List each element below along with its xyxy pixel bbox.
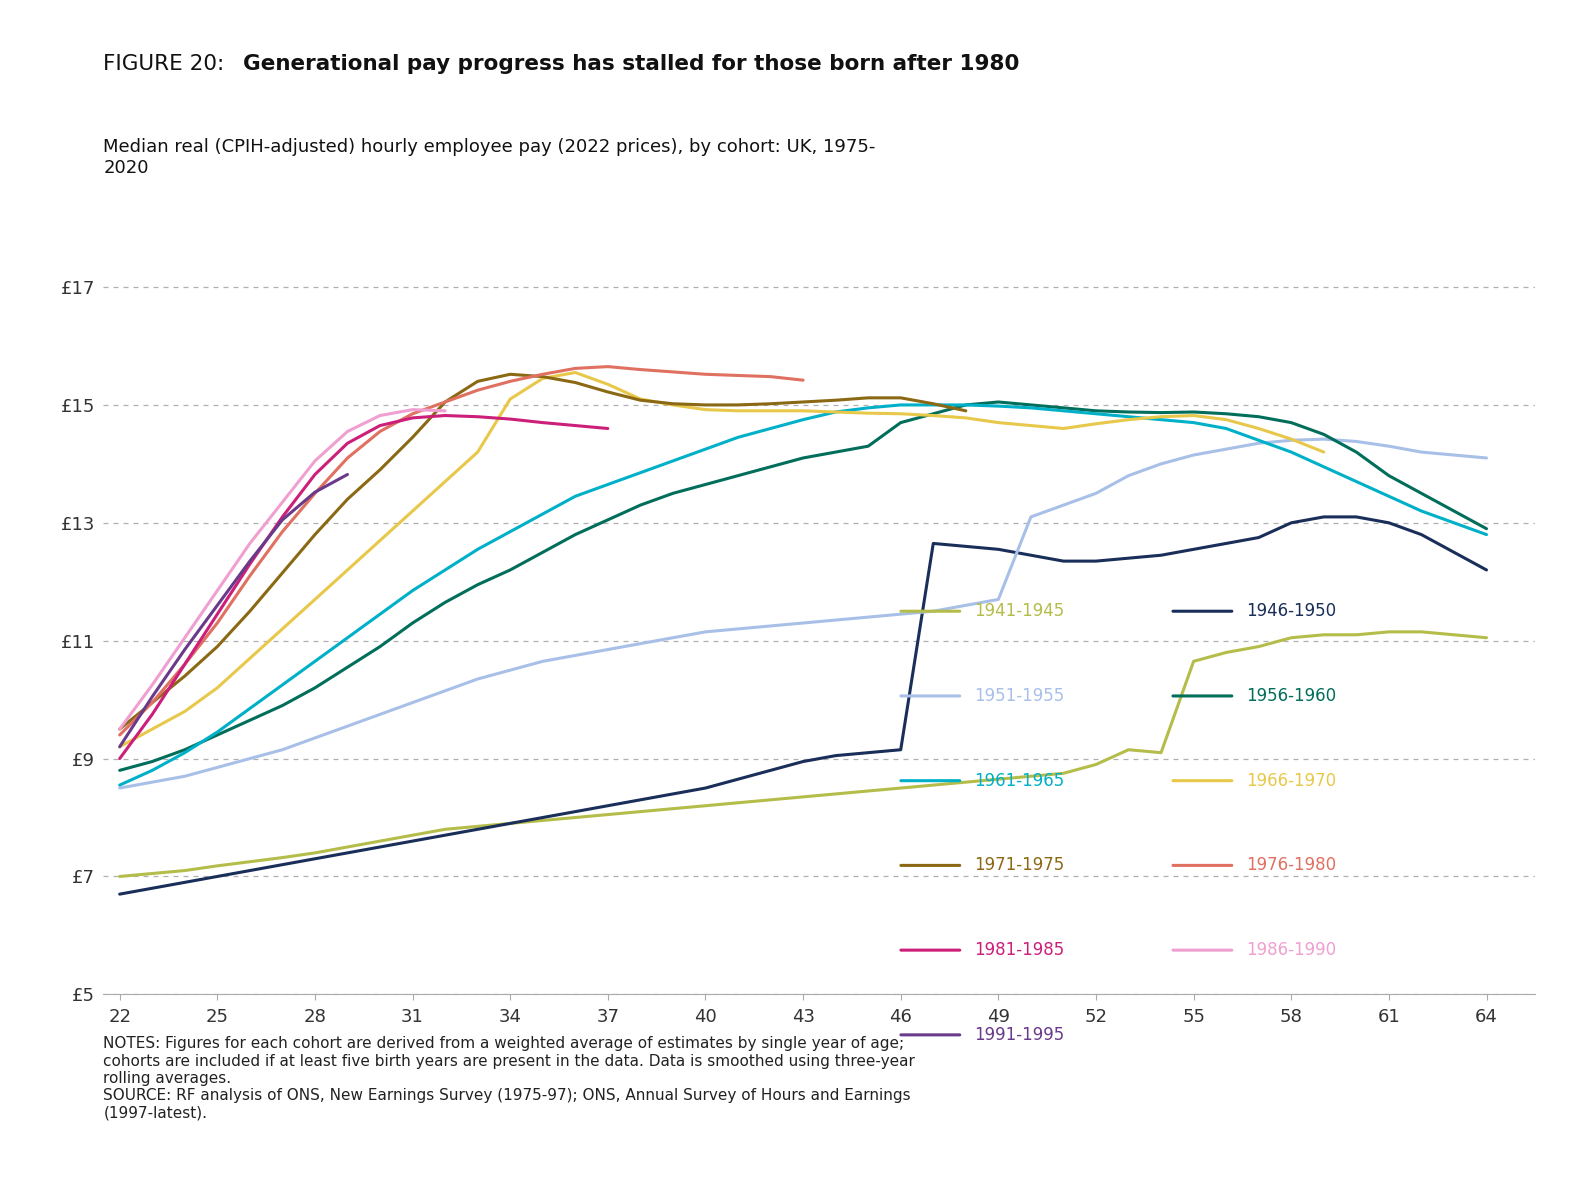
Text: 1976-1980: 1976-1980 [1246, 857, 1336, 875]
Text: 1951-1955: 1951-1955 [974, 686, 1064, 704]
Text: Median real (CPIH-adjusted) hourly employee pay (2022 prices), by cohort: UK, 19: Median real (CPIH-adjusted) hourly emplo… [103, 138, 875, 176]
Text: 1941-1945: 1941-1945 [974, 603, 1064, 621]
Text: Generational pay progress has stalled for those born after 1980: Generational pay progress has stalled fo… [243, 54, 1020, 74]
Text: 1966-1970: 1966-1970 [1246, 772, 1336, 789]
Text: 1991-1995: 1991-1995 [974, 1025, 1064, 1043]
Text: NOTES: Figures for each cohort are derived from a weighted average of estimates : NOTES: Figures for each cohort are deriv… [103, 1036, 915, 1121]
Text: 1981-1985: 1981-1985 [974, 942, 1064, 960]
Text: 1946-1950: 1946-1950 [1246, 603, 1336, 621]
Text: 1961-1965: 1961-1965 [974, 772, 1064, 789]
Text: 1971-1975: 1971-1975 [974, 857, 1064, 875]
Text: 1986-1990: 1986-1990 [1246, 942, 1336, 960]
Text: FIGURE 20:: FIGURE 20: [103, 54, 232, 74]
Text: 1956-1960: 1956-1960 [1246, 686, 1336, 704]
